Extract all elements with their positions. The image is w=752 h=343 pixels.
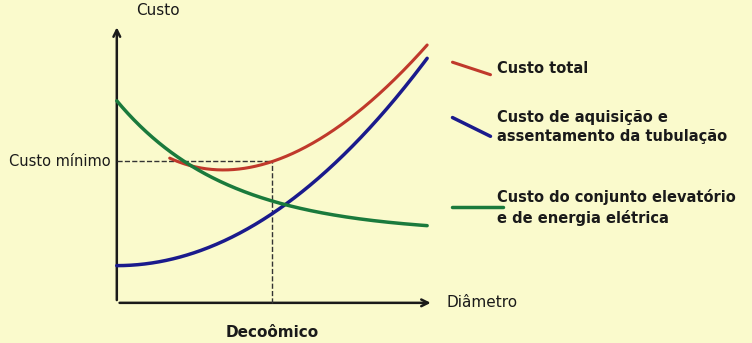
Text: Custo do conjunto elevatório
e de energia elétrica: Custo do conjunto elevatório e de energi… [497, 189, 735, 226]
Text: Decoômico: Decoômico [226, 325, 319, 340]
Text: Custo mínimo: Custo mínimo [9, 154, 111, 169]
Text: Diâmetro: Diâmetro [446, 295, 517, 310]
Text: Custo total: Custo total [497, 61, 588, 76]
Text: Custo de aquisição e
assentamento da tubulação: Custo de aquisição e assentamento da tub… [497, 109, 727, 144]
Text: Custo: Custo [136, 3, 180, 18]
